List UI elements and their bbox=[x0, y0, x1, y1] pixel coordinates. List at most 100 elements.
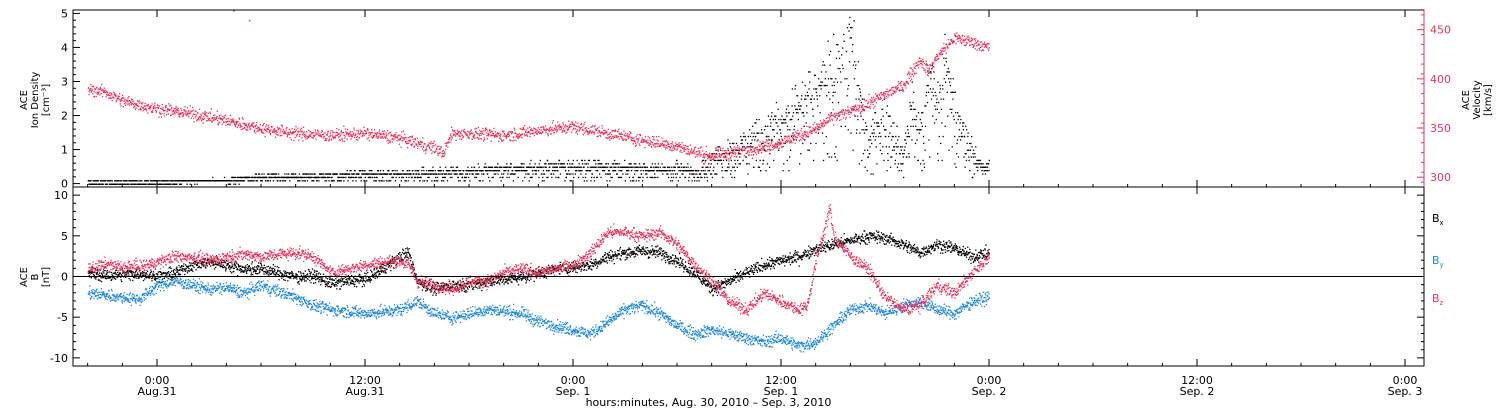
data-point bbox=[859, 111, 861, 113]
data-point bbox=[661, 142, 663, 144]
data-point bbox=[452, 129, 454, 131]
data-point bbox=[609, 166, 611, 168]
data-point bbox=[654, 143, 657, 145]
data-point bbox=[719, 159, 721, 162]
data-point bbox=[638, 133, 641, 136]
data-point bbox=[888, 135, 890, 138]
data-point bbox=[810, 101, 812, 104]
data-point bbox=[263, 122, 265, 125]
data-point bbox=[711, 176, 713, 179]
data-point bbox=[632, 143, 634, 145]
data-point bbox=[813, 98, 815, 100]
data-point bbox=[617, 135, 619, 138]
data-point bbox=[898, 83, 900, 85]
data-point bbox=[900, 170, 903, 172]
data-point bbox=[683, 147, 686, 149]
data-point bbox=[643, 139, 645, 141]
data-point bbox=[301, 134, 304, 136]
data-point bbox=[688, 176, 690, 179]
data-point bbox=[890, 156, 892, 158]
data-point bbox=[856, 115, 859, 117]
data-point bbox=[817, 129, 819, 131]
data-point bbox=[441, 173, 443, 175]
data-point bbox=[666, 141, 669, 143]
data-point bbox=[526, 170, 528, 172]
data-point bbox=[691, 173, 694, 175]
data-point bbox=[193, 121, 195, 123]
data-point bbox=[506, 136, 508, 138]
data-point bbox=[152, 106, 155, 108]
data-point bbox=[909, 101, 911, 104]
data-point bbox=[578, 163, 580, 165]
data-point bbox=[474, 176, 476, 179]
data-point bbox=[791, 88, 793, 90]
data-point bbox=[347, 128, 349, 131]
data-point bbox=[134, 183, 136, 185]
data-point bbox=[331, 176, 333, 179]
data-point bbox=[141, 107, 143, 109]
data-point bbox=[418, 143, 420, 145]
data-point bbox=[686, 145, 688, 148]
data-point bbox=[346, 138, 348, 140]
data-point bbox=[570, 173, 572, 175]
data-point bbox=[815, 88, 817, 90]
data-point bbox=[777, 149, 780, 151]
data-point bbox=[881, 99, 884, 101]
data-point bbox=[132, 103, 134, 105]
data-point bbox=[662, 140, 664, 142]
data-point bbox=[575, 166, 578, 168]
data-point bbox=[302, 126, 305, 128]
data-point bbox=[486, 170, 488, 172]
data-point bbox=[773, 129, 775, 131]
data-point bbox=[139, 180, 141, 182]
data-point bbox=[629, 163, 631, 165]
data-point bbox=[535, 131, 537, 133]
data-point bbox=[624, 180, 626, 182]
data-point bbox=[917, 65, 919, 67]
data-point bbox=[166, 113, 168, 116]
data-point bbox=[503, 133, 505, 136]
data-point bbox=[599, 134, 601, 137]
data-point bbox=[343, 134, 345, 136]
data-point bbox=[469, 134, 471, 136]
data-point bbox=[862, 104, 864, 106]
data-point bbox=[861, 98, 864, 100]
data-point bbox=[766, 140, 769, 142]
data-point bbox=[912, 101, 914, 104]
data-point bbox=[807, 136, 809, 138]
data-point bbox=[914, 67, 916, 70]
data-point bbox=[813, 130, 815, 132]
data-point bbox=[975, 146, 977, 148]
data-point bbox=[454, 131, 457, 134]
data-point bbox=[760, 144, 762, 146]
data-point bbox=[791, 118, 793, 121]
data-point bbox=[356, 136, 358, 139]
data-point bbox=[934, 105, 936, 107]
data-point bbox=[879, 98, 881, 100]
data-point bbox=[289, 133, 291, 136]
data-point bbox=[870, 101, 872, 103]
data-point bbox=[420, 173, 423, 175]
data-point bbox=[359, 170, 361, 172]
data-point bbox=[908, 73, 911, 76]
data-point bbox=[585, 170, 587, 172]
data-point bbox=[639, 134, 641, 136]
data-point bbox=[581, 122, 583, 125]
data-point bbox=[981, 170, 983, 172]
data-point bbox=[430, 170, 433, 172]
data-point bbox=[252, 125, 254, 127]
data-point bbox=[611, 163, 614, 165]
data-point bbox=[235, 125, 237, 128]
data-point bbox=[896, 86, 898, 88]
data-point bbox=[937, 81, 939, 83]
data-point bbox=[751, 157, 754, 159]
data-point bbox=[707, 158, 709, 160]
data-point bbox=[139, 107, 141, 109]
data-point bbox=[732, 166, 734, 168]
data-point bbox=[896, 146, 898, 148]
data-point bbox=[790, 118, 792, 121]
data-point bbox=[294, 176, 296, 179]
data-point bbox=[866, 129, 868, 131]
data-point bbox=[663, 146, 665, 148]
data-point bbox=[910, 125, 912, 127]
